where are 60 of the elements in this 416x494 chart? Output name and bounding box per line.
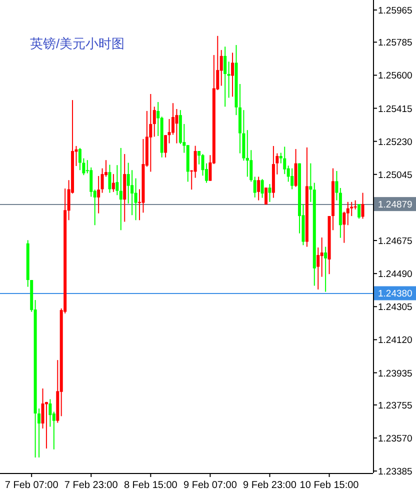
x-tick-label: 9 Feb 07:00 <box>184 480 238 491</box>
ref-line-label: 1.24879 <box>378 200 412 211</box>
candlestick <box>149 93 152 172</box>
y-tick-label: 1.24490 <box>378 269 412 280</box>
candlestick <box>283 146 286 175</box>
candlestick <box>358 204 361 220</box>
y-tick-label: 1.25600 <box>378 70 412 82</box>
x-tick-label: 7 Feb 23:00 <box>64 480 118 491</box>
y-tick-label: 1.25785 <box>378 38 412 49</box>
y-tick-label: 1.24120 <box>378 335 412 346</box>
candlestick <box>290 168 294 190</box>
candlestick <box>260 178 264 198</box>
y-tick-label: 1.25230 <box>378 136 412 148</box>
candlestick <box>44 401 48 450</box>
candlestick <box>152 106 156 138</box>
candlestick <box>253 176 256 198</box>
candlestick <box>257 176 260 201</box>
y-tick-label: 1.25045 <box>378 170 412 181</box>
x-tick-label: 7 Feb 07:00 <box>4 480 59 491</box>
ref-line-label: 1.24380 <box>378 288 412 300</box>
candlestick <box>316 246 320 290</box>
x-tick-label: 8 Feb 15:00 <box>124 480 178 491</box>
x-tick-label: 9 Feb 23:00 <box>243 480 297 491</box>
candlestick <box>78 147 82 171</box>
candlestick <box>246 130 249 178</box>
candlestick <box>134 178 138 221</box>
candlestick <box>309 162 312 202</box>
candlestick <box>268 184 272 202</box>
candlestick <box>220 50 223 86</box>
candlestick <box>108 164 112 194</box>
candlestick <box>97 176 100 214</box>
x-tick-label: 10 Feb 15:00 <box>300 480 360 491</box>
candlestick <box>346 201 350 226</box>
candlestick <box>324 246 328 292</box>
y-tick-label: 1.25415 <box>378 104 412 115</box>
candlestick <box>227 61 230 98</box>
y-tick-label: 1.24305 <box>378 302 412 314</box>
text: 英镑/美元小时图 <box>30 36 125 51</box>
candlestick <box>164 134 168 158</box>
y-tick-label: 1.23935 <box>378 368 412 380</box>
candlestick <box>354 200 357 210</box>
y-tick-label: 1.23385 <box>378 466 412 478</box>
candlestick <box>224 46 227 108</box>
candlestick <box>342 211 346 244</box>
candlestick <box>119 147 122 231</box>
candlestick <box>294 148 298 188</box>
candlestick <box>41 388 44 430</box>
y-tick-label: 1.25965 <box>378 6 412 17</box>
y-tick-label: 1.24675 <box>378 236 412 248</box>
candlestick <box>112 174 115 192</box>
candlestick <box>335 170 338 201</box>
candlestick <box>116 164 119 196</box>
candlestick <box>194 145 197 178</box>
y-tick-label: 1.23570 <box>378 433 412 444</box>
candlestick <box>264 187 268 205</box>
candlestick <box>231 52 234 98</box>
y-tick-label: 1.23755 <box>378 400 412 412</box>
candlestick <box>48 398 52 428</box>
candlestick <box>320 236 324 278</box>
candlestick <box>361 192 364 220</box>
